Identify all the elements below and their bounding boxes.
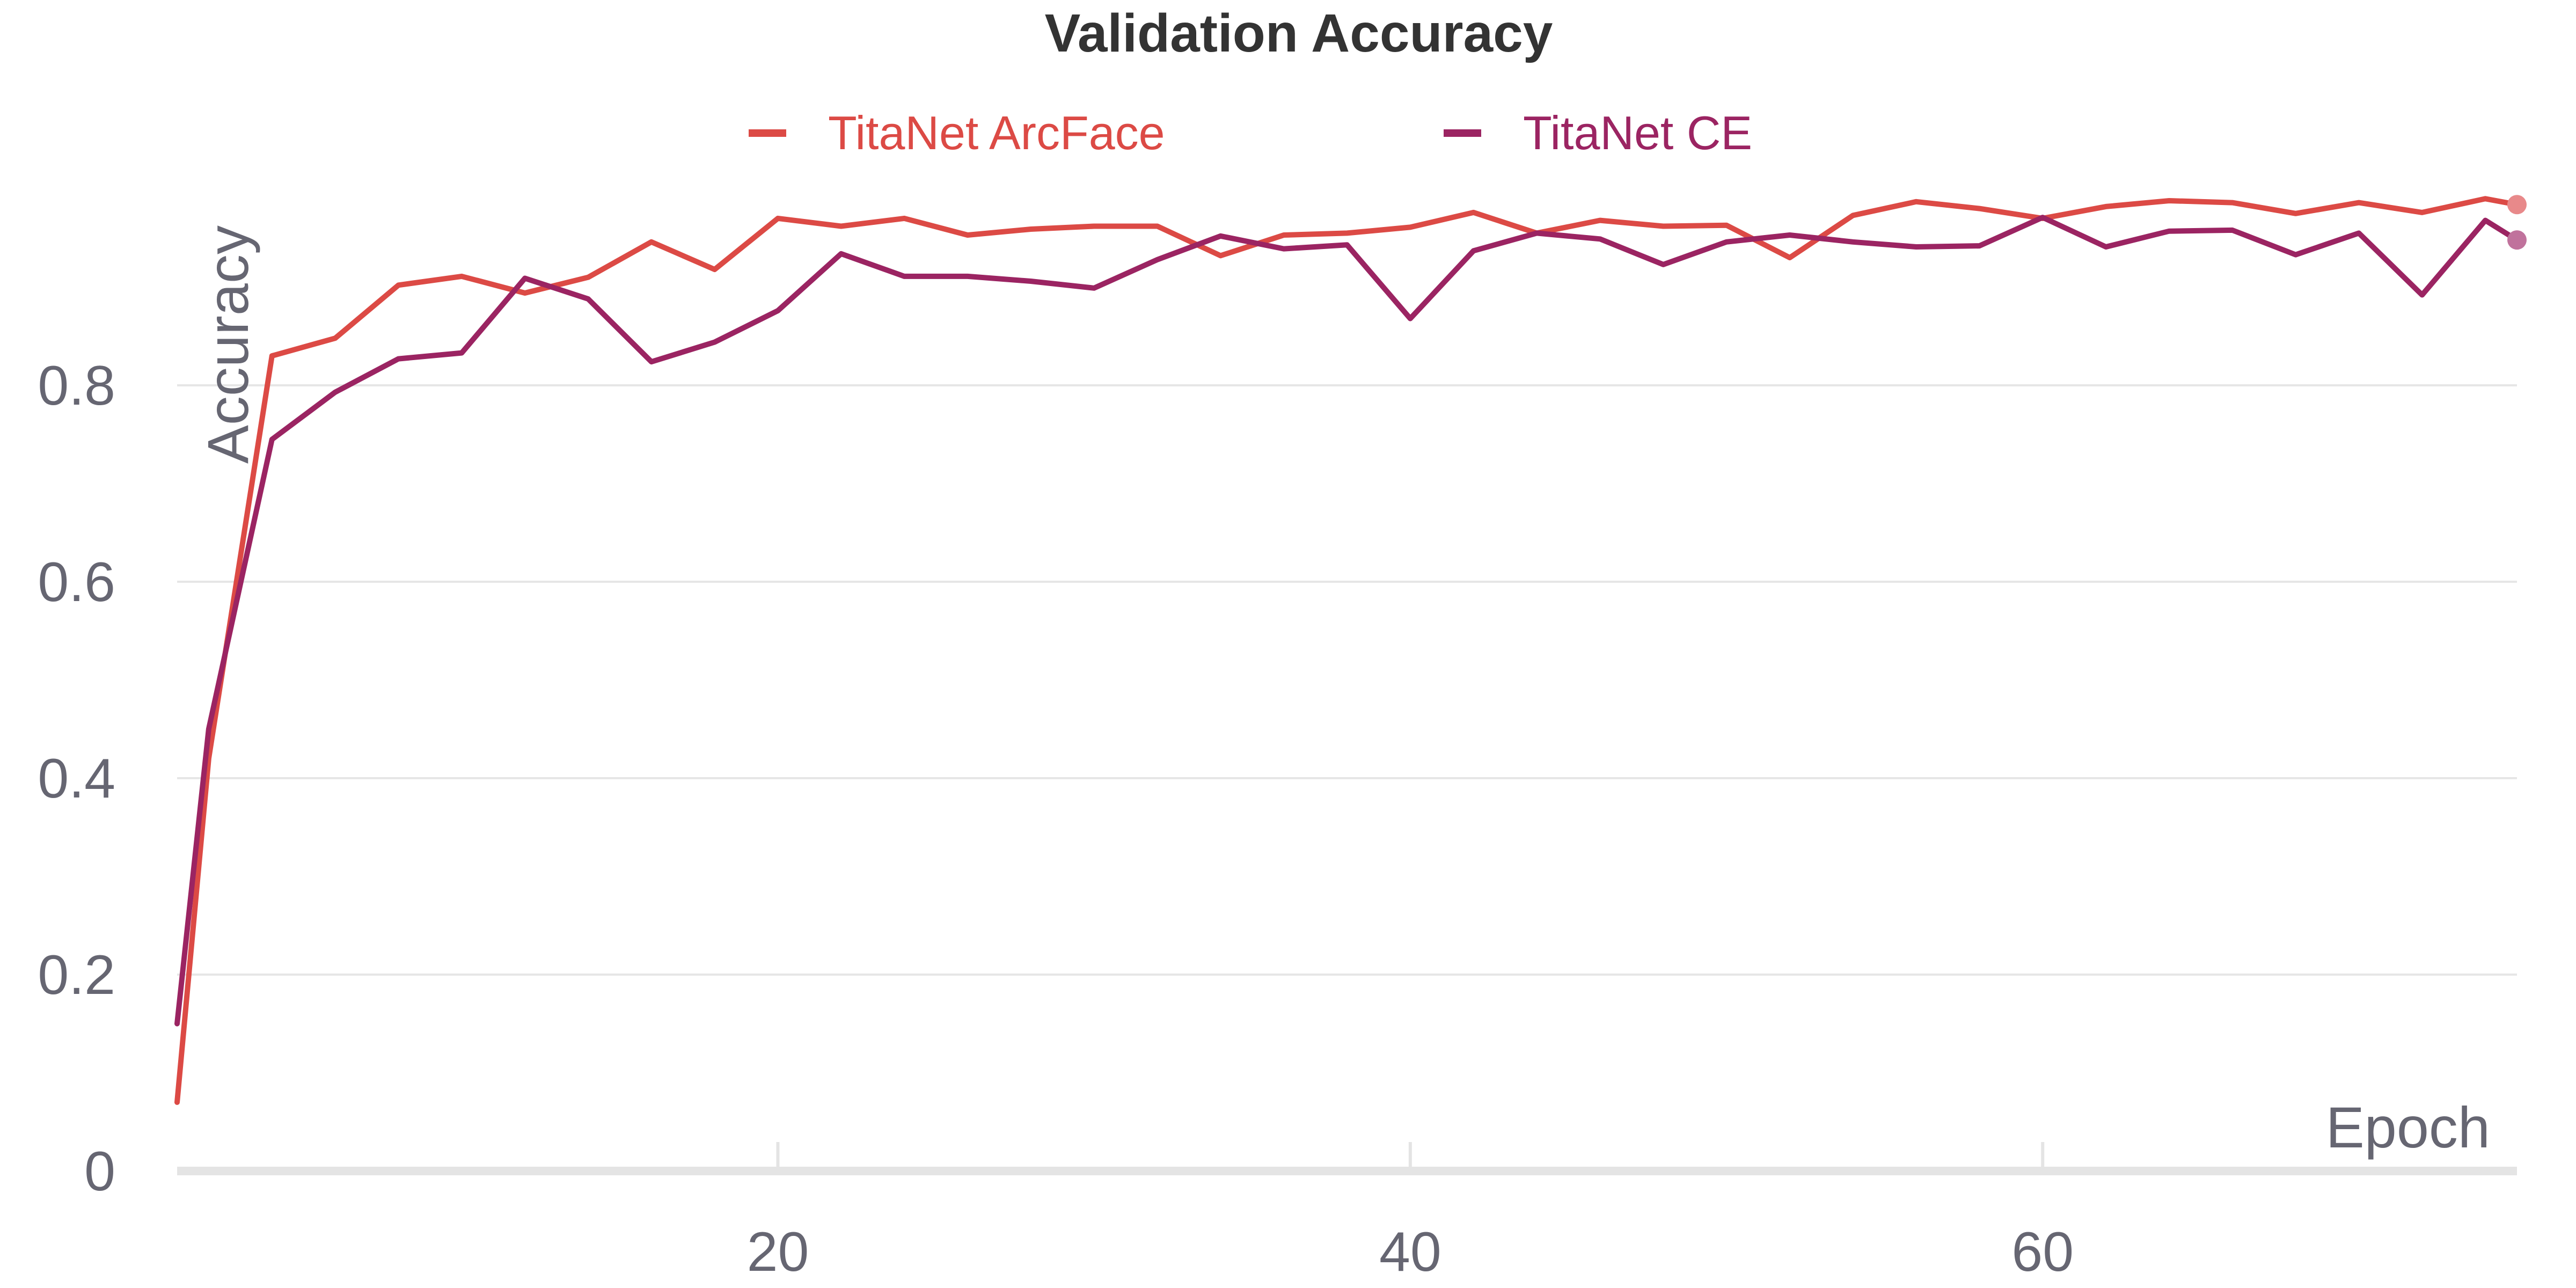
y-tick-label: 0.4 [38,748,115,810]
x-tick-label: 40 [1379,1221,1441,1283]
y-tick-label: 0.2 [38,944,115,1006]
series-end-marker [2507,230,2527,250]
y-axis-label: Accuracy [195,225,260,464]
series-end-marker [2507,195,2527,215]
legend-item: TitaNet ArcFace [749,106,1165,159]
legend-label: TitaNet ArcFace [828,106,1165,159]
legend-label: TitaNet CE [1523,106,1752,159]
y-axis-tick-labels: 0 0.2 0.4 0.6 0.8 [38,355,115,1203]
y-gridlines [177,384,2517,976]
y-tick-label: 0.8 [38,355,115,417]
x-tick-label: 60 [2011,1221,2074,1283]
x-axis: 20 40 60 [177,1142,2517,1283]
y-tick-label: 0 [84,1140,115,1203]
chart-title: Validation Accuracy [1045,3,1553,63]
chart-series [174,195,2527,1105]
legend-item: TitaNet CE [1444,106,1752,159]
x-axis-label: Epoch [2326,1095,2490,1160]
series-line-titanet-arcface [174,196,2520,1105]
y-tick-label: 0.6 [38,551,115,613]
chart-legend: TitaNet ArcFace TitaNet CE [749,106,1752,159]
series-line-titanet-ce [174,215,2520,1027]
x-tick-label: 20 [747,1221,809,1283]
